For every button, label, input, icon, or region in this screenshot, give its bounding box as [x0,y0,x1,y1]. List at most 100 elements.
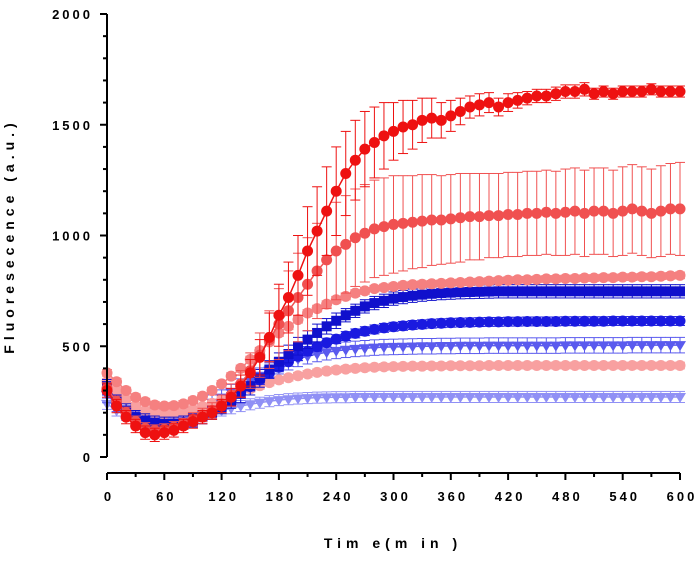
data-point [493,316,505,328]
data-point [388,321,399,333]
data-point [493,275,505,287]
data-point [512,208,524,220]
data-point [197,400,208,412]
data-point [540,392,553,403]
data-point [464,211,476,223]
data-point [349,154,361,166]
data-point [416,215,428,227]
data-point [674,341,686,352]
data-point [655,360,667,372]
data-point [598,286,609,297]
data-point [187,416,199,428]
data-point [664,341,677,352]
data-point [568,392,581,403]
data-point [444,342,457,353]
data-point [330,393,343,404]
data-point [235,380,247,392]
data-point [473,276,485,288]
data-point [550,360,562,372]
data-point [568,341,581,352]
data-point [340,290,352,302]
data-point [321,321,332,332]
data-point [206,407,218,419]
data-point [358,344,371,355]
data-point [531,273,543,285]
data-point [483,210,495,222]
data-point [206,385,218,397]
data-point [349,232,361,244]
data-point [512,286,523,297]
data-point [588,272,600,284]
data-point [388,218,399,230]
data-point [368,361,380,373]
data-point [407,216,419,228]
data-point [397,279,409,291]
data-point [512,316,524,328]
data-point [331,315,342,326]
data-point [455,287,466,298]
data-point [464,316,476,328]
data-point [559,86,571,98]
data-point [436,288,447,299]
data-point [608,286,619,297]
data-point [339,345,352,356]
data-point [293,341,303,352]
data-point [454,341,467,352]
data-point [416,318,428,330]
y-tick-label: 1000 [52,229,93,244]
data-point [435,360,447,372]
data-point [130,400,142,412]
data-point [388,293,399,304]
data-point [282,292,294,304]
data-point [493,286,504,297]
data-point [416,114,428,126]
data-point [598,315,610,327]
data-point [378,282,390,294]
data-point [426,278,438,290]
data-point [435,214,447,226]
data-point [340,310,351,321]
data-point [540,341,553,352]
data-point [311,341,323,353]
data-point [177,406,189,418]
data-point [588,392,601,403]
data-point [559,392,572,403]
data-point [493,101,505,113]
data-point [665,286,676,297]
data-point [616,341,629,352]
data-point [588,360,600,372]
data-point [607,88,619,100]
data-point [388,125,399,137]
data-point [302,334,313,345]
data-point [311,393,324,404]
y-axis-title: Fluoresecence (a.u.) [1,118,17,353]
data-point [664,315,676,327]
x-tick-label: 300 [380,489,411,504]
data-point [588,315,600,327]
data-point [330,364,342,376]
y-tick-label: 0 [83,450,93,465]
y-tick-label: 1500 [52,118,93,133]
data-point [569,272,581,284]
x-tick-label: 540 [609,489,640,504]
data-point [254,351,266,363]
data-point [512,360,524,372]
data-point [626,203,638,215]
data-point [483,341,495,352]
data-point [627,286,638,297]
data-point [569,315,581,327]
data-point [560,286,571,297]
data-point [378,130,390,142]
data-point [283,349,294,360]
data-point [549,341,562,352]
data-point [388,280,399,292]
data-point [454,360,466,372]
data-point [158,400,170,412]
data-point [321,365,333,377]
data-point [502,97,514,109]
data-point [626,315,638,327]
data-point [177,420,189,432]
data-point [484,286,494,297]
data-point [521,274,533,286]
data-point [588,88,600,100]
